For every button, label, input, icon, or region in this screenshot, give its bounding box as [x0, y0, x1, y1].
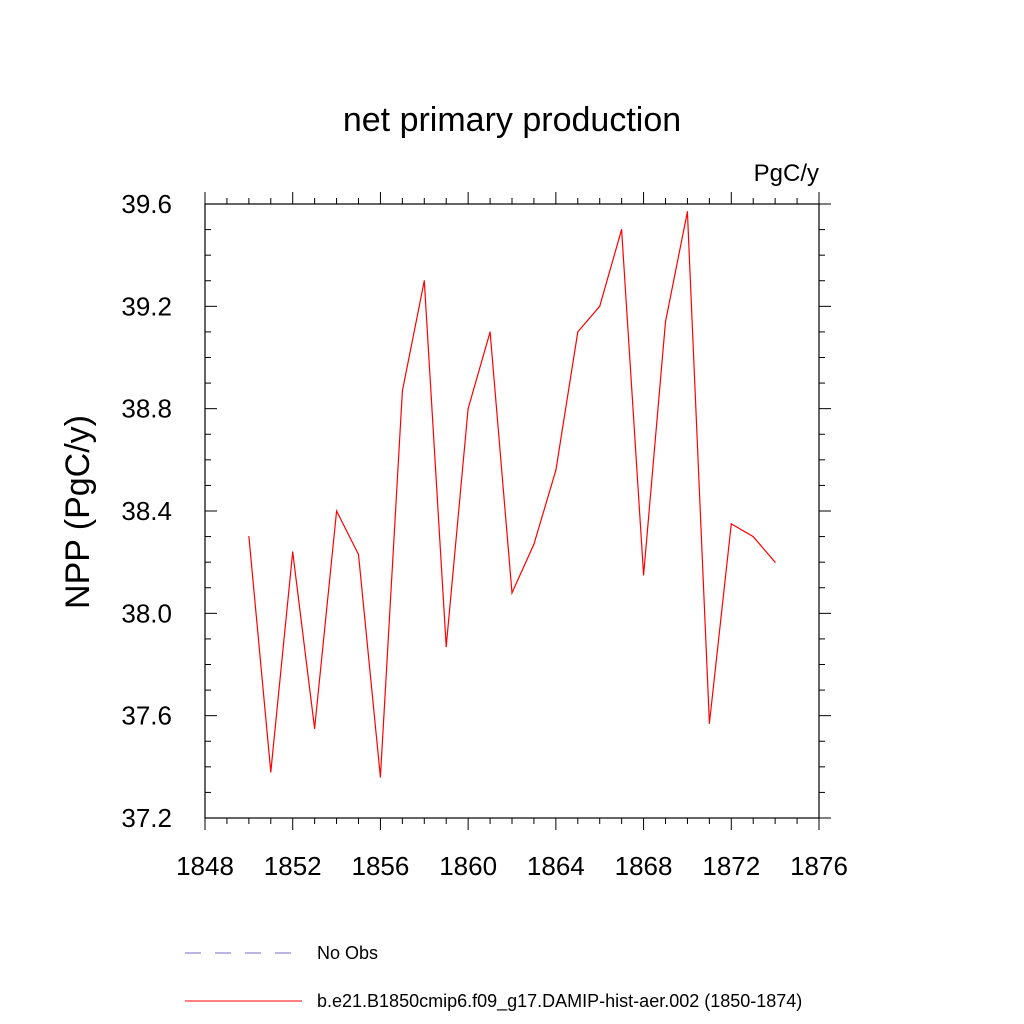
data-point — [335, 510, 338, 512]
data-point — [708, 722, 710, 724]
data-point — [555, 469, 557, 471]
data-point — [730, 523, 732, 525]
data-point — [489, 331, 491, 333]
x-tick-label: 1852 — [264, 851, 322, 881]
x-tick-label: 1856 — [352, 851, 410, 881]
data-point — [423, 280, 425, 282]
x-tick-label: 1848 — [176, 851, 234, 881]
data-point — [401, 390, 403, 392]
y-tick-label: 37.2 — [121, 803, 172, 833]
plot-frame — [204, 203, 820, 819]
y-tick-label: 39.6 — [121, 189, 172, 219]
data-point — [511, 592, 513, 594]
data-point — [445, 645, 447, 648]
data-point — [642, 574, 645, 576]
x-tick-label: 1872 — [702, 851, 760, 881]
legend-label-no-obs: No Obs — [317, 943, 378, 963]
y-tick-label: 38.8 — [121, 394, 172, 424]
chart-title: net primary production — [343, 101, 681, 139]
data-point — [467, 408, 469, 410]
x-tick-label: 1860 — [439, 851, 497, 881]
y-axis-label: NPP (PgC/y) — [59, 415, 97, 609]
legend: No Obs b.e21.B1850cmip6.f09_g17.DAMIP-hi… — [185, 943, 802, 1012]
data-point — [664, 321, 667, 323]
data-point — [774, 561, 776, 563]
y-tick-label: 38.0 — [121, 598, 172, 628]
data-point — [357, 553, 360, 556]
data-point — [270, 771, 272, 773]
x-tick-label: 1876 — [790, 851, 848, 881]
data-point — [292, 551, 294, 553]
data-point — [621, 228, 623, 231]
x-axis-ticks: 1848 1852 1856 1860 1864 1868 1872 1876 — [176, 192, 848, 881]
data-point — [314, 727, 316, 730]
y-tick-label: 37.6 — [121, 701, 172, 731]
y-tick-label: 38.4 — [121, 496, 172, 526]
y-tick-label: 39.2 — [121, 291, 172, 321]
x-tick-label: 1868 — [615, 851, 673, 881]
units-label: PgC/y — [754, 160, 819, 187]
legend-label-model-run: b.e21.B1850cmip6.f09_g17.DAMIP-hist-aer.… — [317, 991, 802, 1012]
data-point — [248, 535, 250, 538]
x-tick-label: 1864 — [527, 851, 585, 881]
series-layer — [248, 211, 776, 778]
series-line-0 — [248, 211, 776, 778]
data-point — [752, 535, 754, 538]
data-point — [686, 211, 689, 213]
data-point — [533, 543, 535, 545]
data-point — [379, 776, 382, 778]
data-point — [577, 331, 579, 333]
y-axis-ticks: 37.2 37.6 38.0 38.4 38.8 39.2 39.6 — [121, 189, 831, 833]
data-point — [599, 305, 601, 307]
